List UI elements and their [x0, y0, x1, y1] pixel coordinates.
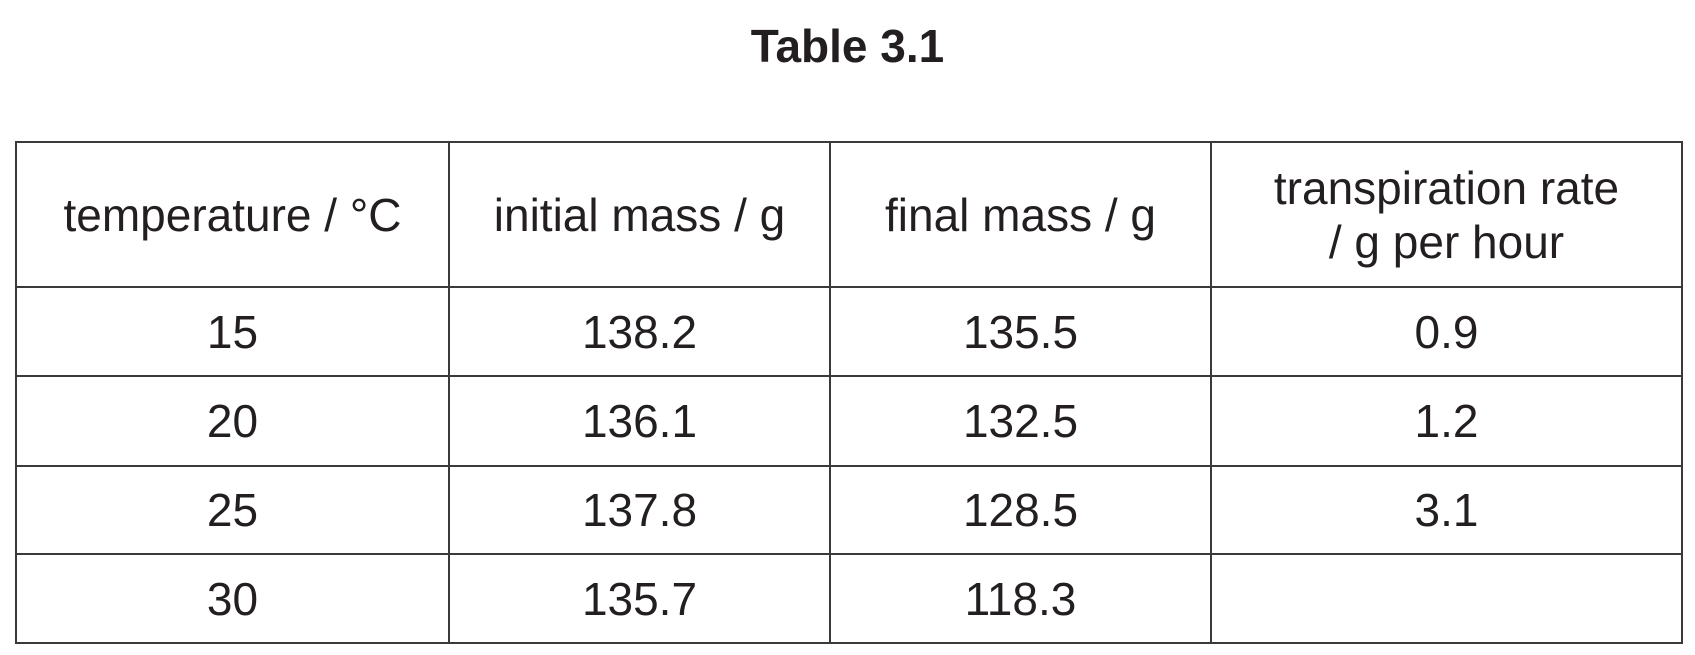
- header-row: temperature / °C initial mass / g final ma…: [15, 141, 1683, 288]
- table-row: 20 136.1 132.5 1.2: [15, 375, 1683, 467]
- empty-cell: [1210, 553, 1683, 644]
- table-row: 30 135.7 118.3: [15, 553, 1683, 644]
- table-cell: 138.2: [448, 286, 831, 377]
- table-cell: 135.7: [448, 553, 831, 644]
- table-cell: 135.5: [829, 286, 1212, 377]
- table-row: 25 137.8 128.5 3.1: [15, 465, 1683, 555]
- table-cell: 15: [15, 286, 450, 377]
- data-table: temperature / °C initial mass / g final ma…: [15, 141, 1683, 644]
- table-cell: 128.5: [829, 465, 1212, 555]
- table-cell: 137.8: [448, 465, 831, 555]
- table-cell: 30: [15, 553, 450, 644]
- table-cell: 118.3: [829, 553, 1212, 644]
- table-cell: 0.9: [1210, 286, 1683, 377]
- table-title: Table 3.1: [750, 20, 945, 72]
- table-cell: 3.1: [1210, 465, 1683, 555]
- table-cell: 20: [15, 375, 450, 467]
- table-cell: 25: [15, 465, 450, 555]
- header-cell: transpiration rate / g per hour: [1210, 141, 1683, 288]
- header-cell: final mass / g: [829, 141, 1212, 288]
- header-cell: temperature / °C: [15, 141, 450, 288]
- table-cell: 1.2: [1210, 375, 1683, 467]
- header-cell: initial mass / g: [448, 141, 831, 288]
- table-cell: 136.1: [448, 375, 831, 467]
- table-row: 15 138.2 135.5 0.9: [15, 286, 1683, 377]
- table-cell: 132.5: [829, 375, 1212, 467]
